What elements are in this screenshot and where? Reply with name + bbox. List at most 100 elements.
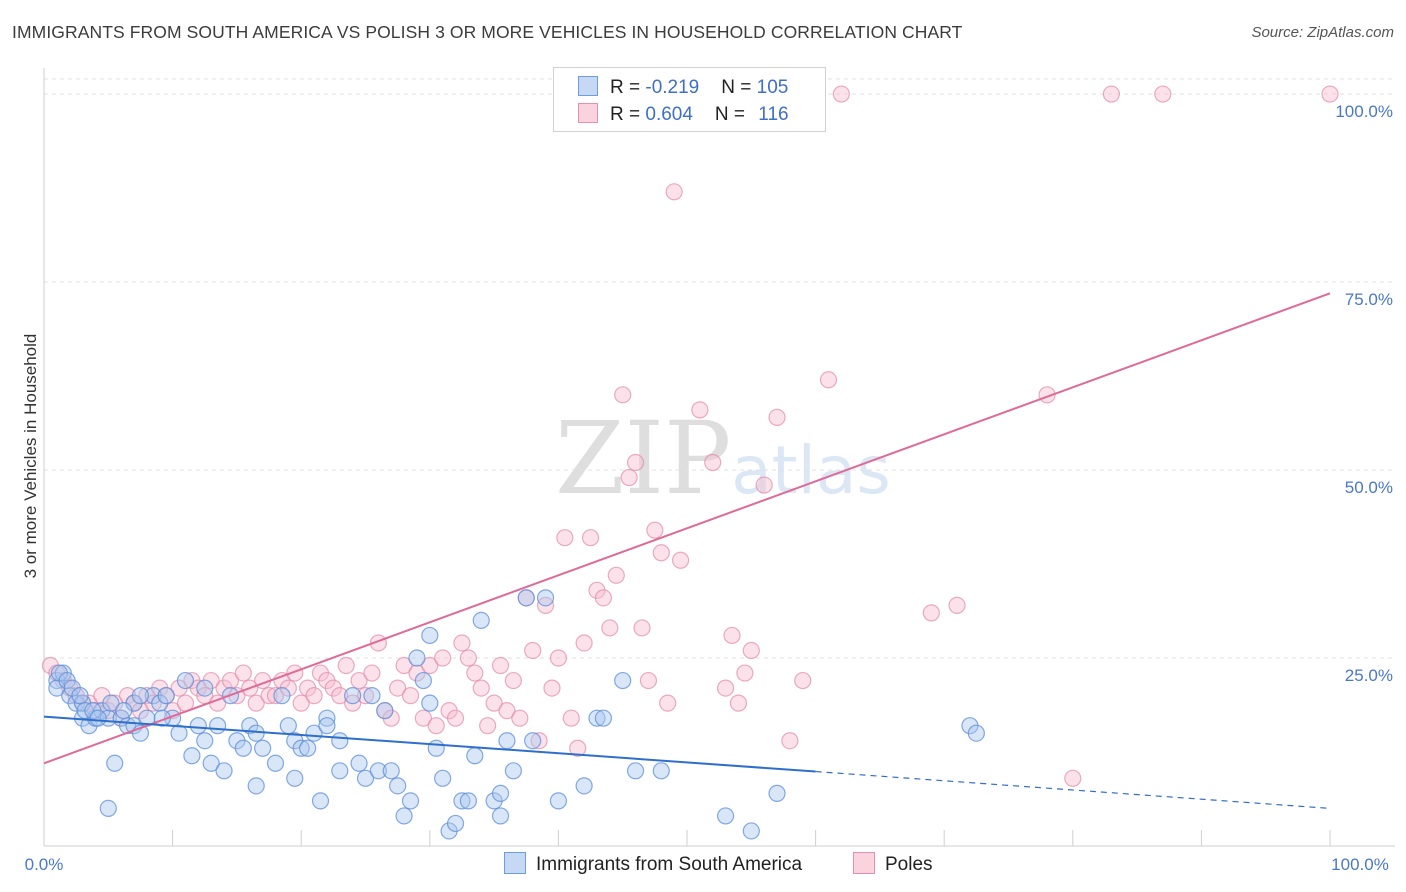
immigrants-point [414,671,432,690]
poles-point [742,641,760,660]
immigrants-point [401,792,420,810]
legend-row-poles: R = 0.604 N = 116 [578,103,789,129]
poles-point [626,453,645,472]
poles-point [401,687,420,705]
poles-point [729,694,748,712]
poles-point [794,671,812,690]
immigrants-point [311,792,330,810]
immigrants-point [183,747,201,765]
source-label: Source: ZipAtlas.com [1251,24,1394,41]
immigrants-point [356,769,375,787]
immigrants-point [504,762,522,780]
immigrants-point [453,792,471,810]
immigrants-point [157,687,175,705]
poles-point [1102,85,1120,103]
poles-point [414,709,432,727]
immigrants-point [652,762,670,780]
poles-point [646,521,664,539]
immigrants-point [196,679,214,697]
grid-lines [44,78,1395,659]
legend-swatch-pink [578,103,598,123]
immigrants-point [716,807,735,825]
poles-point [479,717,497,735]
poles-point [453,634,471,652]
poles-point [305,687,323,705]
legend-r-label: R = [610,104,646,125]
poles-point [524,641,542,660]
immigrants-point [517,589,535,607]
poles-point [607,566,625,584]
poles-point [234,664,252,682]
poles-point [1154,85,1172,103]
poles-point [498,702,516,720]
immigrants-point [376,702,394,720]
poles-point [556,529,574,547]
immigrants-point [459,792,477,810]
immigrants-point [768,784,786,802]
poles-point [491,656,510,675]
immigrants-point [594,709,613,727]
legend-swatch-blue [578,76,598,96]
poles-point [922,604,940,622]
poles-point [581,529,600,547]
immigrants-point [102,694,120,712]
poles-point [620,468,638,487]
immigrants-point [536,589,555,607]
poles-point [247,694,265,712]
poles-point [363,664,381,682]
poles-point [671,551,690,569]
poles-point [1321,85,1339,103]
poles-points [41,85,1339,787]
poles-point [511,709,529,727]
immigrants-point [254,739,272,757]
poles-point [575,634,593,652]
y-tick-label: 100.0% [1335,102,1393,121]
legend-n-label: N = [714,104,751,125]
legend-n-value: 105 [756,77,789,98]
immigrants-point [446,814,465,833]
poles-point [389,679,407,697]
immigrants-point [369,762,387,780]
immigrants-point [286,769,304,787]
immigrants-point [215,762,233,780]
immigrants-point [967,724,985,742]
legend-n-label: N = [721,77,757,98]
poles-point [260,687,278,705]
poles-point [723,626,741,645]
immigrants-point [247,724,265,742]
poles-point [472,679,490,697]
poles-point [691,401,709,419]
poles-point [569,739,587,757]
poles-point [427,717,445,735]
immigrants-point [421,626,439,645]
y-tick-label: 50.0% [1345,478,1393,497]
legend-n-value: 116 [758,104,789,125]
poles-point [665,183,683,201]
poles-point [704,453,722,472]
poles-point [601,619,619,637]
immigrants-point [491,784,510,802]
immigrants-point [318,717,336,735]
poles-point [350,671,368,690]
poles-point [434,649,452,667]
poles-point [395,656,413,675]
poles-point [549,649,568,667]
bottom-legend-swatch-pink [853,852,875,874]
poles-point [356,687,375,705]
immigrants-point [498,732,516,750]
trend-lines [43,292,1331,810]
x-tick-label-min: 0.0% [25,855,64,874]
poles-point [716,679,735,697]
immigrants-trend-extension [815,770,1331,810]
poles-point [659,694,677,712]
chart-title: IMMIGRANTS FROM SOUTH AMERICA VS POLISH … [12,22,963,42]
immigrants-point [466,747,484,765]
poles-point [614,386,632,404]
bottom-legend-immigrants: Immigrants from South America [504,852,802,876]
immigrants-point [350,754,368,772]
immigrants-point [472,611,490,630]
immigrants-point [382,762,400,780]
immigrants-point [344,687,362,705]
immigrants-point [331,732,349,750]
bottom-legend-label: Poles [885,854,933,875]
